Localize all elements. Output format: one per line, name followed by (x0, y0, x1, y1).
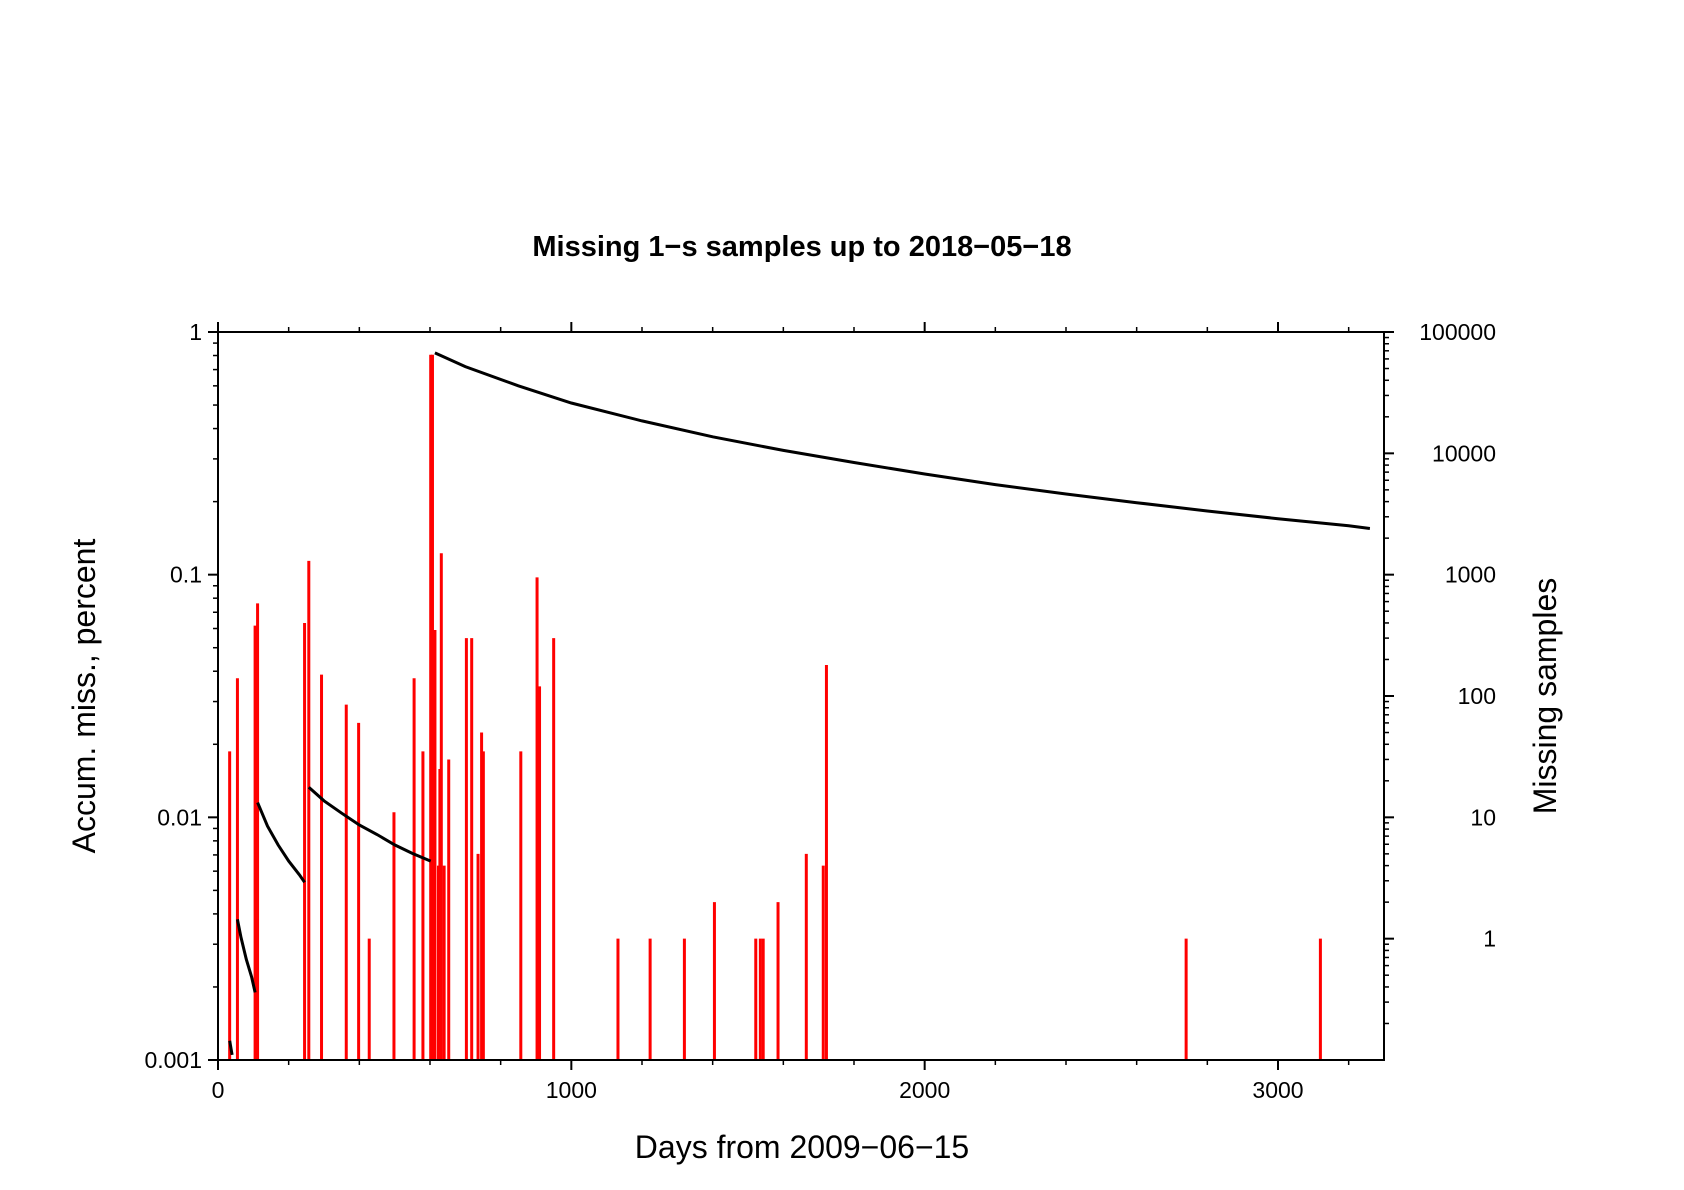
line-segment (307, 786, 432, 863)
y-right-tick-label: 100 (1458, 683, 1496, 709)
y-left-tick-label: 0.01 (157, 804, 202, 830)
y-right-tick-label: 10000 (1432, 440, 1496, 466)
x-axis-label: Days from 2009−06−15 (635, 1129, 969, 1165)
y-right-tick-label: 1000 (1445, 562, 1496, 588)
plot-area: 0 1000 2000 3000 10.10.010.001 100000100001… (144, 319, 1496, 1103)
line-segment (235, 919, 257, 993)
chart-title: Missing 1−s samples up to 2018−05−18 (532, 231, 1071, 263)
y-left-tick-label: 0.1 (170, 562, 202, 588)
x-tick-label: 0 (212, 1077, 225, 1103)
line-segment (256, 802, 306, 884)
x-tick-label: 2000 (899, 1077, 950, 1103)
y-left-tick-label: 1 (189, 319, 202, 345)
y-axis-left-label: Accum. miss., percent (66, 539, 102, 854)
x-tick-label: 1000 (546, 1077, 597, 1103)
y-axis-right-label: Missing samples (1527, 578, 1563, 815)
accum-line-series (228, 351, 1371, 1056)
y-axis-left: 1 0.1 0.01 0.001 (144, 319, 218, 1073)
line-segment (228, 1040, 234, 1056)
y-right-tick-label: 10 (1470, 804, 1496, 830)
y-right-tick-label: 100000 (1419, 319, 1496, 345)
y-axis-right: 100000 10000 1000 100 10 1 (1384, 319, 1496, 1025)
y-right-tick-label: 1 (1483, 926, 1496, 952)
bars-series (228, 354, 1322, 1060)
x-tick-label: 3000 (1252, 1077, 1303, 1103)
line-segment (434, 351, 1371, 530)
x-axis: 0 1000 2000 3000 (212, 322, 1350, 1103)
y-left-tick-label: 0.001 (144, 1047, 202, 1073)
